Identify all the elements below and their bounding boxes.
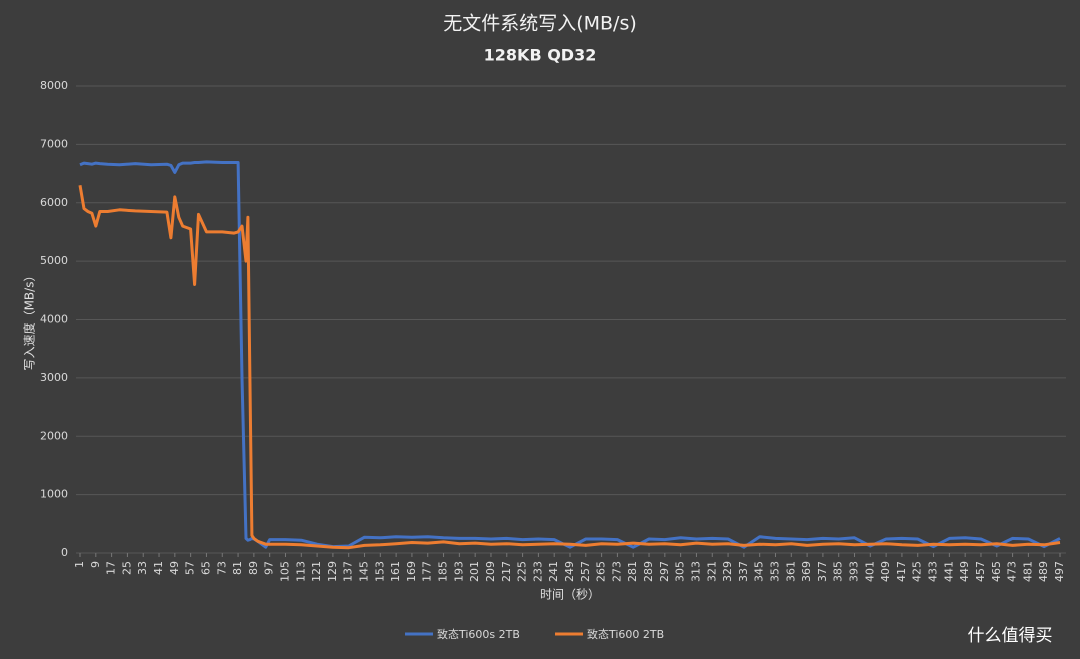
- y-tick-label: 6000: [40, 196, 68, 209]
- legend-label: 致态Ti600s 2TB: [437, 627, 520, 641]
- x-tick-label: 401: [863, 561, 876, 582]
- x-tick-label: 249: [563, 561, 576, 582]
- x-tick-label: 41: [152, 561, 165, 575]
- x-tick-label: 449: [958, 561, 971, 582]
- x-tick-label: 433: [927, 561, 940, 582]
- watermark: 什么值得买: [968, 626, 1053, 646]
- x-tick-label: 209: [484, 561, 497, 582]
- series-line: [79, 160, 1061, 549]
- x-tick-label: 177: [421, 561, 434, 582]
- x-tick-label: 281: [626, 561, 639, 582]
- x-tick-label: 345: [753, 561, 766, 582]
- x-tick-label: 17: [105, 561, 118, 575]
- x-tick-label: 393: [848, 561, 861, 582]
- y-tick-label: 8000: [40, 79, 68, 92]
- x-tick-label: 201: [468, 561, 481, 582]
- x-tick-label: 369: [800, 561, 813, 582]
- x-tick-label: 337: [737, 561, 750, 582]
- x-tick-label: 497: [1053, 561, 1066, 582]
- x-tick-label: 25: [120, 561, 133, 575]
- x-tick-label: 113: [294, 561, 307, 582]
- x-tick-label: 145: [358, 561, 371, 582]
- x-tick-label: 273: [610, 561, 623, 582]
- x-tick-label: 73: [215, 561, 228, 575]
- y-tick-label: 3000: [40, 371, 68, 384]
- x-tick-label: 129: [326, 561, 339, 582]
- x-tick-label: 297: [658, 561, 671, 582]
- x-tick-label: 353: [768, 561, 781, 582]
- x-tick-label: 441: [942, 561, 955, 582]
- x-tick-label: 137: [342, 561, 355, 582]
- x-tick-label: 417: [895, 561, 908, 582]
- x-tick-label: 321: [705, 561, 718, 582]
- x-tick-label: 233: [531, 561, 544, 582]
- chart-subtitle: 128KB QD32: [484, 46, 597, 65]
- x-tick-label: 33: [136, 561, 149, 575]
- x-tick-label: 361: [784, 561, 797, 582]
- x-tick-label: 473: [1006, 561, 1019, 582]
- legend-label: 致态Ti600 2TB: [587, 627, 664, 641]
- x-tick-label: 153: [373, 561, 386, 582]
- x-tick-label: 193: [452, 561, 465, 582]
- x-tick-label: 9: [89, 561, 102, 568]
- y-tick-label: 5000: [40, 254, 68, 267]
- x-tick-label: 49: [168, 561, 181, 575]
- x-tick-label: 385: [832, 561, 845, 582]
- x-tick-label: 1: [73, 561, 86, 568]
- x-tick-label: 105: [278, 561, 291, 582]
- x-tick-label: 161: [389, 561, 402, 582]
- x-tick-label: 465: [990, 561, 1003, 582]
- x-tick-label: 481: [1021, 561, 1034, 582]
- chart-title: 无文件系统写入(MB/s): [443, 13, 637, 35]
- y-axis-title: 写入速度（MB/s）: [22, 270, 37, 371]
- x-tick-label: 313: [689, 561, 702, 582]
- x-tick-label: 265: [595, 561, 608, 582]
- x-tick-label: 97: [263, 561, 276, 575]
- y-tick-label: 7000: [40, 137, 68, 150]
- x-tick-label: 289: [642, 561, 655, 582]
- x-tick-label: 457: [974, 561, 987, 582]
- y-tick-label: 1000: [40, 488, 68, 501]
- x-axis-title: 时间（秒）: [540, 588, 600, 602]
- x-tick-label: 121: [310, 561, 323, 582]
- x-tick-label: 489: [1037, 561, 1050, 582]
- x-tick-label: 305: [674, 561, 687, 582]
- x-tick-label: 241: [547, 561, 560, 582]
- series-line: [78, 184, 1061, 550]
- y-tick-label: 4000: [40, 313, 68, 326]
- x-tick-label: 57: [184, 561, 197, 575]
- x-tick-label: 257: [579, 561, 592, 582]
- x-tick-label: 185: [437, 561, 450, 582]
- x-tick-label: 65: [199, 561, 212, 575]
- x-tick-label: 89: [247, 561, 260, 575]
- x-tick-label: 81: [231, 561, 244, 575]
- x-tick-label: 225: [516, 561, 529, 582]
- y-tick-label: 0: [61, 546, 68, 559]
- x-tick-label: 217: [500, 561, 513, 582]
- x-tick-label: 169: [405, 561, 418, 582]
- y-tick-label: 2000: [40, 429, 68, 442]
- x-tick-label: 377: [816, 561, 829, 582]
- x-tick-label: 425: [911, 561, 924, 582]
- x-tick-label: 409: [879, 561, 892, 582]
- x-tick-label: 329: [721, 561, 734, 582]
